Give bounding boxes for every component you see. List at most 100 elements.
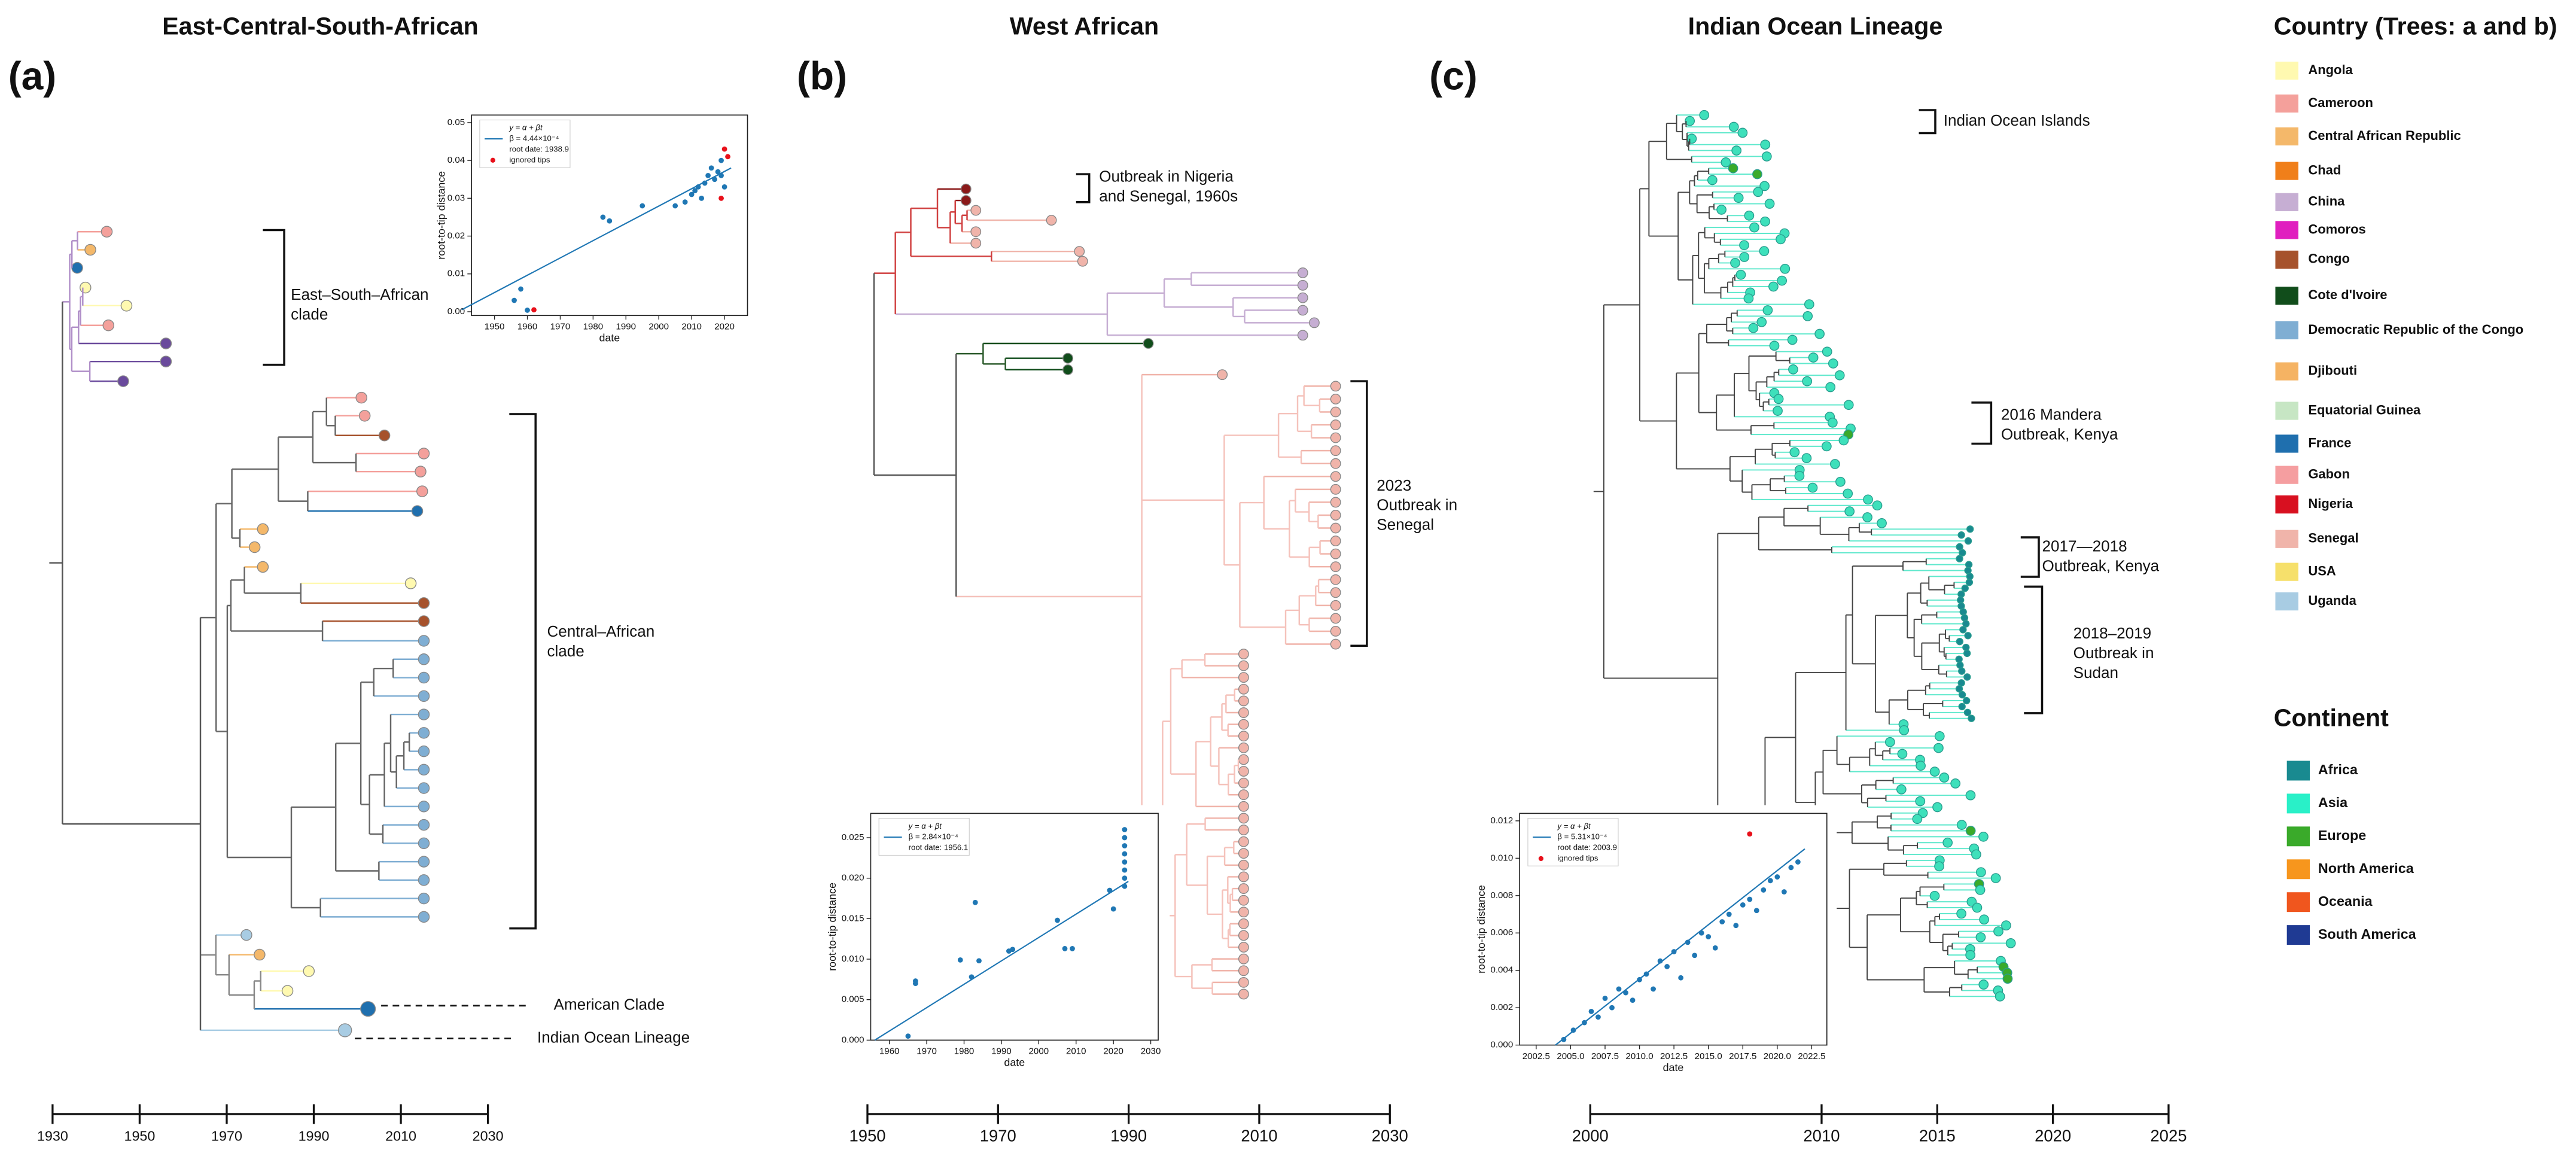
tip (1062, 364, 1073, 375)
tip (1897, 749, 1908, 759)
tip (1297, 330, 1308, 341)
tick-label: 1950 (849, 1127, 885, 1145)
tip (1297, 279, 1308, 291)
tip (1760, 139, 1771, 150)
legend-swatch (2275, 495, 2298, 514)
tip (1330, 432, 1341, 443)
point (972, 899, 978, 905)
legend-swatch (2286, 892, 2310, 912)
tip (1814, 328, 1825, 339)
legend-swatch (2275, 62, 2298, 80)
point (1602, 996, 1608, 1001)
tip (1309, 317, 1320, 328)
tip (1963, 673, 1971, 681)
tick-label: 1950 (124, 1128, 155, 1144)
tip (1238, 825, 1249, 835)
tick-label: 2020 (1103, 1047, 1123, 1057)
point (1570, 1027, 1576, 1033)
tip (1748, 323, 1759, 333)
tip (378, 430, 391, 442)
tip (1957, 531, 1965, 539)
tick-label: 2015.0 (1695, 1051, 1722, 1061)
tip (1238, 683, 1249, 695)
point (1122, 867, 1128, 873)
point (1712, 945, 1718, 951)
tip (1956, 543, 1963, 551)
tick-label: 0.05 (447, 117, 465, 127)
tip (1801, 453, 1812, 464)
tip (1238, 965, 1249, 976)
tick-label: 2012.5 (1660, 1051, 1688, 1061)
legend-label: Equatorial Guinea (2308, 402, 2421, 417)
tick-label: 2010 (1066, 1047, 1086, 1057)
legend-label: North America (2318, 860, 2414, 876)
tip (1958, 702, 1966, 711)
tick-label: 1970 (211, 1128, 242, 1144)
tick-label: 1990 (991, 1047, 1012, 1057)
legend-label: Uganda (2308, 593, 2356, 608)
bracket (509, 413, 537, 930)
point (712, 177, 717, 182)
tip (1238, 766, 1249, 777)
tip (1074, 246, 1085, 257)
tick-label: 0.000 (842, 1035, 864, 1045)
tip (1062, 352, 1073, 364)
tip (1330, 510, 1341, 521)
bracket (1350, 380, 1368, 647)
legend-label: Gabon (2308, 466, 2350, 481)
tip (1752, 169, 1762, 180)
tip (80, 281, 92, 294)
point (1609, 1005, 1615, 1011)
axis-label: root-to-tip distance (435, 171, 447, 260)
legend-title: y = α + βt (508, 123, 543, 132)
tip (1238, 871, 1249, 883)
tick-label: 2000 (648, 322, 669, 332)
tip (1759, 246, 1770, 257)
tip (2001, 920, 2011, 931)
tip (257, 523, 269, 536)
tip (1330, 483, 1341, 495)
legend-swatch (2286, 793, 2310, 814)
legend-swatch (2286, 859, 2310, 880)
legend-label: Cameroon (2308, 95, 2373, 110)
legend-swatch (2275, 94, 2298, 113)
tip (1760, 216, 1770, 227)
legend-swatch (1538, 856, 1544, 862)
tip (1046, 215, 1057, 226)
bracket (2020, 536, 2040, 578)
annotation: 2016 Mandera (2001, 406, 2102, 424)
legend-label: ignored tips (1557, 853, 1598, 862)
point (518, 286, 523, 292)
tip (1330, 574, 1341, 585)
legend-label: Angola (2308, 62, 2353, 77)
tip (1963, 708, 1972, 716)
legend-label: France (2308, 435, 2351, 450)
point (1781, 889, 1787, 895)
tip (1685, 115, 1695, 126)
point (692, 188, 698, 194)
legend-note: root date: 1956.1 (909, 843, 969, 852)
tip (1955, 685, 1963, 693)
point (1055, 917, 1060, 923)
tick-label: 0.00 (447, 306, 465, 317)
tip (1330, 600, 1341, 611)
tip (1862, 512, 1872, 522)
tick-label: 0.012 (1490, 816, 1513, 826)
legend-note: root date: 1938.9 (509, 144, 569, 153)
tip (1330, 419, 1341, 430)
point (1678, 975, 1684, 981)
tip (1753, 187, 1764, 197)
tick-label: 2030 (1372, 1127, 1408, 1145)
tip (418, 708, 430, 720)
point (1774, 874, 1780, 880)
tip (248, 541, 261, 553)
tip (1330, 458, 1341, 469)
tip (1238, 719, 1249, 730)
tip (1238, 813, 1249, 824)
legend-swatch (2275, 162, 2298, 180)
tip (418, 671, 430, 684)
point (1740, 902, 1746, 908)
legend-label: Oceania (2318, 893, 2373, 909)
